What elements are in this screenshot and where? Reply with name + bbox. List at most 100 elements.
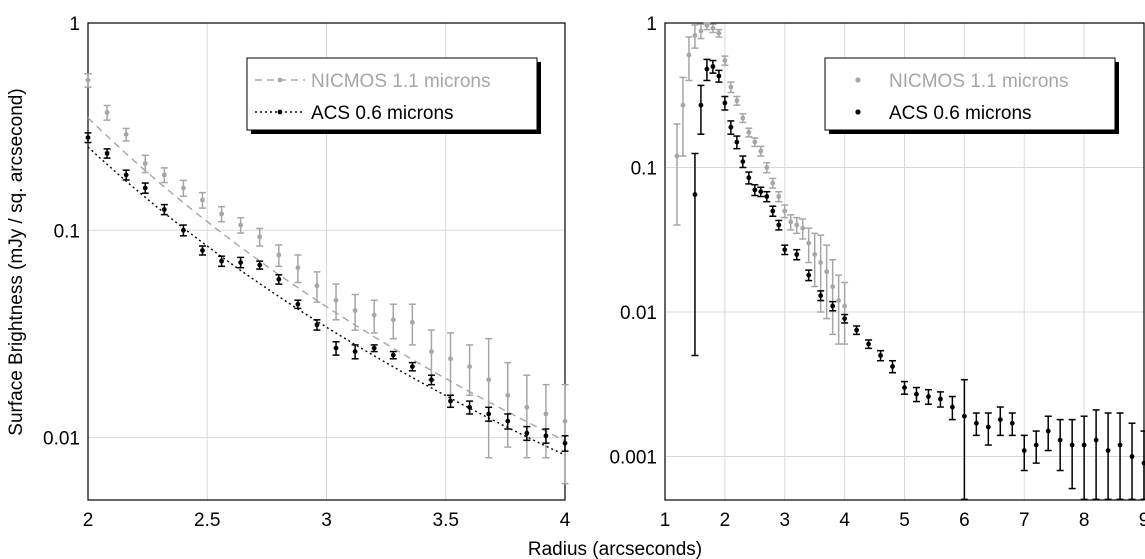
y-tick-label: 1 xyxy=(69,14,80,35)
data-point xyxy=(788,219,794,225)
data-point xyxy=(812,252,818,257)
data-point xyxy=(562,440,568,446)
plot-frame xyxy=(664,22,1145,501)
data-point xyxy=(429,377,434,383)
data-point xyxy=(740,159,746,164)
x-tick-label: 2 xyxy=(720,510,731,531)
data-point xyxy=(1069,442,1075,448)
data-point xyxy=(200,197,205,203)
x-tick-label: 5 xyxy=(899,510,910,531)
data-point xyxy=(842,316,848,322)
fit-line-nicmos xyxy=(87,117,566,442)
right-panel: 1 2 3 4 5 6 7 8 9 1 0.1 0.01 0.001 NICMOS 1.1 microns… xyxy=(609,14,1145,531)
x-tick-label: 8 xyxy=(1079,510,1090,531)
data-point xyxy=(770,180,776,186)
data-point xyxy=(200,247,205,253)
data-point xyxy=(524,430,530,436)
data-point xyxy=(181,185,186,191)
data-point xyxy=(352,308,358,313)
data-point xyxy=(1081,442,1087,448)
data-point xyxy=(562,418,568,424)
legend-marker xyxy=(855,109,861,115)
data-point xyxy=(181,227,186,233)
data-point xyxy=(692,192,698,197)
x-tick-label: 6 xyxy=(959,510,970,531)
y-tick-label: 0.001 xyxy=(609,448,657,469)
data-point xyxy=(985,424,991,430)
data-point xyxy=(467,364,472,370)
data-point xyxy=(409,364,415,370)
data-point xyxy=(950,404,955,410)
data-point xyxy=(1129,454,1135,459)
data-point xyxy=(692,33,698,38)
y-tick-label: 0.1 xyxy=(631,159,657,180)
data-point xyxy=(219,258,224,264)
data-point xyxy=(752,187,758,193)
data-point xyxy=(486,411,492,417)
data-point xyxy=(734,98,740,104)
data-point xyxy=(806,272,812,278)
left-panel: 2 2.5 3 3.5 4 1 0.1 0.01 NICMOS 1.1 microns ACS 0… xyxy=(43,14,571,531)
data-point xyxy=(722,100,728,106)
data-point xyxy=(161,172,167,178)
x-tick-label: 3 xyxy=(779,510,790,531)
y-tick-label: 1 xyxy=(646,14,657,35)
data-point xyxy=(961,413,967,419)
data-point xyxy=(505,392,511,398)
data-point xyxy=(352,349,358,354)
data-point xyxy=(276,276,282,282)
x-tick-label: 7 xyxy=(1019,510,1030,531)
data-point xyxy=(314,322,320,328)
data-point xyxy=(830,303,836,309)
data-point xyxy=(890,364,895,369)
data-point xyxy=(830,284,836,289)
data-point xyxy=(938,396,943,402)
data-point xyxy=(776,194,782,199)
data-point xyxy=(818,293,824,298)
x-tick-label: 4 xyxy=(560,510,571,531)
x-tick-label: 3 xyxy=(321,510,332,531)
legend-label: NICMOS 1.1 microns xyxy=(889,71,1068,92)
data-point xyxy=(257,234,263,240)
data-point xyxy=(746,129,752,135)
data-point xyxy=(710,25,716,31)
data-point xyxy=(710,64,716,69)
x-tick-label: 2.5 xyxy=(194,510,220,531)
legend-label: ACS 0.6 microns xyxy=(311,103,454,124)
data-point xyxy=(543,433,549,439)
data-point xyxy=(295,301,301,307)
data-point xyxy=(800,225,806,231)
y-tick-label: 0.01 xyxy=(620,303,657,324)
data-point xyxy=(716,73,722,79)
data-point xyxy=(314,283,320,289)
data-point xyxy=(238,260,244,265)
data-point xyxy=(794,222,800,228)
data-point xyxy=(704,23,710,28)
x-tick-label: 2 xyxy=(83,510,94,531)
legend-box xyxy=(246,57,538,131)
data-point xyxy=(842,303,848,309)
data-point xyxy=(722,58,728,63)
data-point xyxy=(142,161,148,166)
data-point xyxy=(836,298,842,303)
data-point xyxy=(371,345,377,351)
x-tick-label: 1 xyxy=(660,510,671,531)
plot-frame xyxy=(87,22,566,501)
data-point xyxy=(698,102,704,108)
data-point xyxy=(914,391,919,397)
data-point xyxy=(333,297,339,303)
data-point xyxy=(818,260,824,265)
data-point xyxy=(1009,420,1015,426)
data-point xyxy=(123,172,129,178)
data-point xyxy=(926,394,931,399)
legend-label: NICMOS 1.1 microns xyxy=(311,71,490,92)
data-point xyxy=(448,356,453,362)
data-point xyxy=(866,341,871,347)
data-point xyxy=(1045,428,1051,434)
data-point xyxy=(257,262,263,268)
x-axis-label: Radius (arcseconds) xyxy=(528,539,702,559)
data-point xyxy=(238,222,244,228)
data-point xyxy=(878,353,883,358)
data-point xyxy=(746,175,752,181)
data-point xyxy=(824,269,830,275)
